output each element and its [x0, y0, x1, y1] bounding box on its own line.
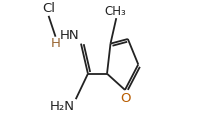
Text: CH₃: CH₃: [104, 5, 126, 18]
Text: H₂N: H₂N: [50, 100, 75, 113]
Text: Cl: Cl: [42, 2, 55, 15]
Text: HN: HN: [60, 30, 80, 42]
Text: O: O: [120, 92, 131, 105]
Text: H: H: [51, 37, 60, 50]
